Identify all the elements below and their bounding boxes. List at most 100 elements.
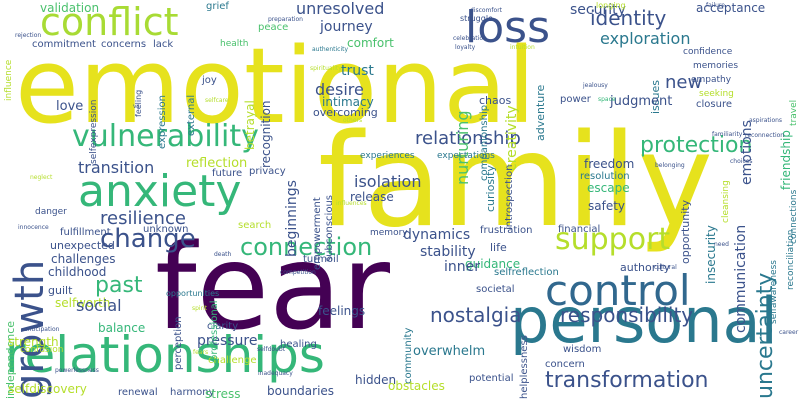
word: hidden (355, 373, 397, 387)
word: past (95, 273, 143, 298)
word: intimacy (322, 95, 374, 109)
word: identity (590, 6, 667, 30)
word: reflection (186, 156, 248, 171)
word: celebration (453, 35, 487, 42)
word: selfawareness (769, 260, 779, 324)
word: space (598, 96, 616, 103)
word: personal (510, 284, 778, 357)
word: chaos (479, 94, 512, 107)
word: fear (155, 218, 390, 356)
word: emotions (739, 120, 755, 185)
word: travel (789, 99, 799, 126)
word: cleansing (721, 180, 731, 223)
word: connections (789, 189, 799, 244)
word: experiences (360, 151, 415, 161)
word: judgment (610, 94, 673, 109)
word: relationships (5, 326, 325, 384)
word: friendship (779, 130, 793, 190)
word: adventure (534, 84, 547, 141)
word: longing (596, 1, 626, 10)
word: transition (78, 158, 155, 177)
word: vs (133, 103, 140, 110)
word: future (212, 168, 243, 179)
word: community (403, 327, 414, 384)
word: selfworth (55, 296, 111, 310)
word: renewal (118, 387, 158, 398)
word: selfcare (205, 97, 229, 104)
word: influence (4, 59, 14, 101)
word: familiarity (712, 131, 743, 138)
word: nostalgia (430, 303, 522, 327)
word: lack (153, 39, 174, 50)
word: nurturing (453, 110, 472, 185)
word: curiosity (484, 165, 497, 212)
word: feelings (318, 304, 366, 318)
word: insecurity (704, 225, 718, 284)
word: seeking (699, 89, 734, 99)
word: wisdom (563, 344, 602, 355)
word: authenticity (312, 46, 349, 53)
word: confidence (683, 47, 733, 57)
word: exploration (600, 29, 691, 48)
word: helplessness (519, 335, 530, 399)
word: subconscious (324, 194, 335, 262)
word: empathy (691, 75, 732, 85)
word: power (560, 94, 591, 105)
word: unresolved (296, 0, 385, 18)
word: fulfillment (60, 227, 111, 238)
word: failure (706, 2, 725, 9)
word: selfreflection (494, 267, 559, 278)
word: innocence (18, 224, 49, 231)
word: desire (315, 80, 364, 99)
word: unknown (143, 224, 189, 235)
word: loyalty (455, 44, 476, 51)
word: spirituality (310, 65, 342, 72)
word: healing (280, 339, 317, 350)
word: opportunity (679, 199, 692, 264)
word: commitment (32, 39, 96, 50)
word: challenge (208, 355, 257, 366)
word: change (100, 224, 196, 254)
word: health (220, 39, 249, 49)
word: stress (205, 387, 241, 400)
word: unexpected (50, 239, 115, 252)
word: discomfort (470, 7, 503, 14)
word: anticipation (24, 326, 60, 333)
word: overcoming (313, 106, 378, 119)
word: concern (545, 359, 585, 370)
word: freedom (584, 157, 635, 171)
word: intuition (510, 44, 535, 51)
word: belonging (655, 162, 685, 169)
word: struggle (460, 14, 493, 23)
word: balance (98, 321, 146, 335)
word: inadequacy (258, 370, 293, 377)
word: recognition (259, 100, 273, 168)
word: comfort (347, 36, 394, 50)
word: dynamics (403, 227, 471, 243)
word: resolution (580, 171, 630, 182)
word: external (186, 94, 197, 136)
word: authority (620, 261, 671, 274)
word: obstacles (388, 379, 445, 393)
word: cultural (654, 264, 677, 271)
word: expression (157, 95, 168, 149)
word: security (570, 2, 626, 18)
word: communication (733, 224, 749, 333)
word: vulnerability (72, 119, 259, 154)
word: life (490, 241, 507, 254)
word: safety (588, 199, 626, 213)
word: aspirations (749, 117, 783, 124)
word: frustration (480, 225, 533, 236)
word: transformation (545, 368, 709, 393)
word: beginnings (284, 180, 300, 257)
word: professional (209, 300, 220, 361)
word: powerlessness (55, 367, 99, 374)
word: protection (640, 133, 753, 158)
word: validation (40, 1, 100, 15)
word: influences (336, 200, 367, 207)
word: boundaries (267, 384, 335, 398)
word: relationship (415, 128, 521, 149)
word: opportunities (166, 289, 220, 298)
word: support (555, 222, 671, 257)
